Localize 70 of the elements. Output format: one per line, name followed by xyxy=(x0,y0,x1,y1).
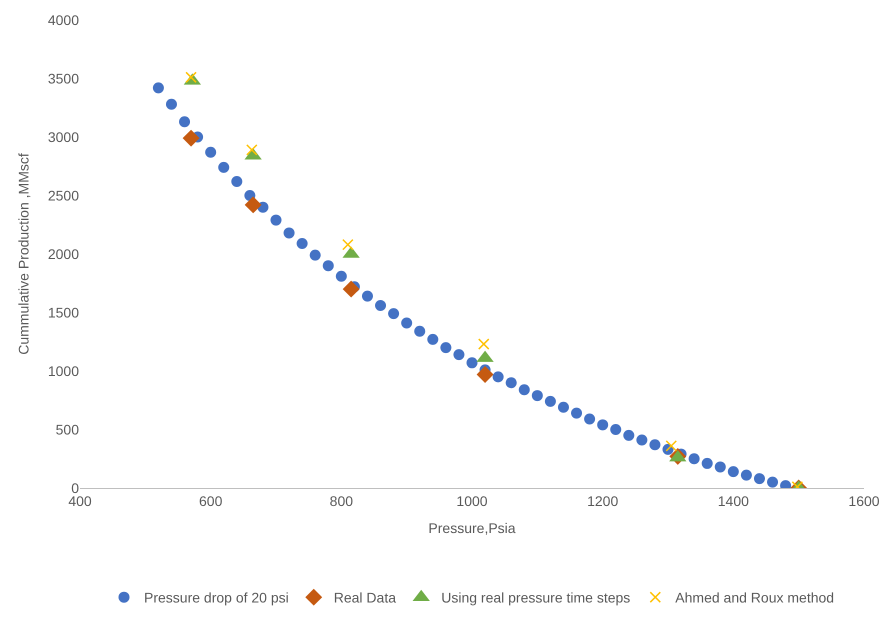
point xyxy=(152,82,164,94)
point xyxy=(246,144,258,156)
x-tick-label: 1400 xyxy=(718,492,750,509)
x-axis-title: Pressure,Psia xyxy=(428,520,516,536)
point xyxy=(714,461,726,472)
point xyxy=(362,290,373,302)
point xyxy=(185,72,197,84)
point xyxy=(506,377,517,388)
x-tick-label: 1200 xyxy=(587,492,618,509)
point xyxy=(478,338,490,350)
point xyxy=(179,116,190,128)
point xyxy=(476,366,494,383)
point xyxy=(649,439,660,450)
y-tick-label: 3000 xyxy=(48,128,80,145)
point xyxy=(322,260,334,272)
point xyxy=(754,473,765,484)
point xyxy=(414,326,426,337)
point xyxy=(375,300,386,311)
point xyxy=(231,176,242,187)
y-tick-label: 2500 xyxy=(48,187,80,204)
point xyxy=(388,308,400,320)
point xyxy=(336,270,347,282)
point xyxy=(427,334,438,345)
point xyxy=(284,227,295,238)
point xyxy=(310,250,321,261)
x-tick-label: 1600 xyxy=(848,492,880,509)
legend-label: Using real pressure time steps xyxy=(441,590,630,606)
point xyxy=(636,434,648,446)
point xyxy=(342,238,354,250)
point xyxy=(532,390,543,402)
legend-label: Ahmed and Roux method xyxy=(675,590,834,606)
y-tick-label: 1000 xyxy=(48,362,80,379)
point xyxy=(342,280,360,298)
point xyxy=(558,402,569,413)
point xyxy=(492,371,504,382)
point xyxy=(610,424,622,435)
y-axis-title: Cummulative Production ,MMscf xyxy=(15,153,32,355)
x-tick-label: 600 xyxy=(198,492,223,509)
y-tick-label: 4000 xyxy=(48,12,80,28)
legend-label: Pressure drop of 20 psi xyxy=(144,590,289,606)
point xyxy=(453,349,464,360)
y-tick-label: 3500 xyxy=(48,70,80,86)
point xyxy=(166,98,177,110)
point xyxy=(296,238,308,249)
point xyxy=(767,476,778,488)
point xyxy=(205,146,216,158)
point xyxy=(623,430,634,441)
y-tick-label: 500 xyxy=(56,421,80,438)
point xyxy=(518,384,530,396)
point xyxy=(688,453,700,464)
x-tick-label: 1000 xyxy=(456,492,488,509)
point xyxy=(728,466,739,478)
point xyxy=(544,396,556,407)
point xyxy=(584,413,596,424)
point xyxy=(702,458,713,469)
point xyxy=(466,357,478,368)
point xyxy=(440,342,452,354)
legend-label: Real Data xyxy=(334,590,396,606)
y-tick-label: 2000 xyxy=(48,246,80,262)
point xyxy=(218,162,230,173)
point xyxy=(270,214,282,226)
x-tick-label: 800 xyxy=(330,492,354,509)
point xyxy=(666,440,678,452)
point xyxy=(401,318,412,329)
y-tick-label: 1500 xyxy=(48,304,80,320)
point xyxy=(740,470,752,481)
point xyxy=(571,408,582,419)
point xyxy=(597,419,608,430)
point xyxy=(182,130,200,147)
point xyxy=(244,196,262,214)
